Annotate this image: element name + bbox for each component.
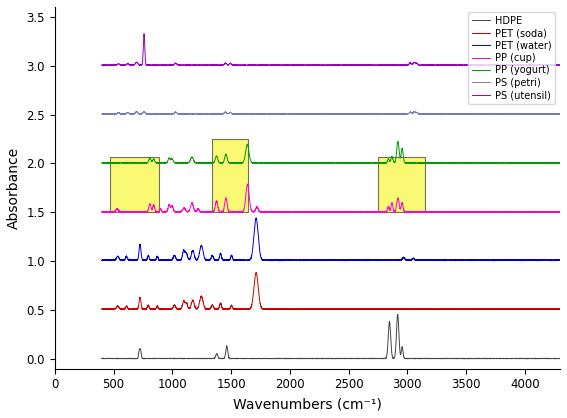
PS (utensil) <box>121 63 128 68</box>
PP (yogurt) <box>390 157 396 162</box>
Line: PS (utensil): PS (utensil) <box>102 34 560 66</box>
PET (water) <box>390 258 396 263</box>
PET (soda) <box>463 307 469 312</box>
PET (water) <box>121 257 128 262</box>
Line: PET (water): PET (water) <box>102 218 560 261</box>
Line: PS (petri): PS (petri) <box>102 112 560 115</box>
PS (utensil) <box>557 63 564 68</box>
PS (utensil) <box>390 63 396 68</box>
PS (petri) <box>146 112 153 117</box>
PS (petri) <box>390 112 396 117</box>
X-axis label: Wavenumbers (cm⁻¹): Wavenumbers (cm⁻¹) <box>233 397 382 411</box>
PS (petri) <box>411 109 418 114</box>
PP (yogurt) <box>264 160 271 165</box>
PS (petri) <box>99 112 105 117</box>
PET (soda) <box>438 306 445 311</box>
PS (petri) <box>370 112 376 117</box>
PET (soda) <box>99 306 105 311</box>
PET (water) <box>253 216 260 221</box>
PET (water) <box>557 258 564 263</box>
PS (utensil) <box>99 63 105 68</box>
Line: PET (soda): PET (soda) <box>102 273 560 310</box>
Bar <box>110 157 159 212</box>
HDPE <box>557 356 564 361</box>
PET (water) <box>99 258 105 263</box>
Line: PP (yogurt): PP (yogurt) <box>102 141 560 163</box>
PS (utensil) <box>490 63 497 68</box>
PS (petri) <box>557 112 564 117</box>
PP (cup) <box>390 205 396 210</box>
PP (cup) <box>244 182 251 187</box>
Bar <box>378 157 425 212</box>
HDPE <box>463 356 469 361</box>
HDPE <box>370 356 376 361</box>
Line: PP (cup): PP (cup) <box>102 184 560 212</box>
PET (soda) <box>370 307 376 312</box>
Bar <box>212 139 248 212</box>
PET (soda) <box>253 270 260 275</box>
PS (petri) <box>463 111 469 116</box>
PS (petri) <box>264 112 271 117</box>
PP (cup) <box>463 209 469 214</box>
Y-axis label: Absorbance: Absorbance <box>7 147 21 229</box>
PET (water) <box>264 258 271 263</box>
HDPE <box>395 312 401 317</box>
PET (water) <box>277 259 284 264</box>
HDPE <box>390 356 396 361</box>
PS (utensil) <box>370 63 376 68</box>
PP (yogurt) <box>395 139 401 144</box>
PP (yogurt) <box>557 161 564 166</box>
PP (cup) <box>557 209 564 214</box>
HDPE <box>121 356 128 361</box>
PP (yogurt) <box>141 161 147 166</box>
PET (soda) <box>121 306 128 311</box>
PP (yogurt) <box>370 161 376 166</box>
PP (cup) <box>370 209 376 214</box>
PP (cup) <box>264 209 271 214</box>
PS (petri) <box>121 111 128 116</box>
PP (cup) <box>438 209 445 214</box>
PET (water) <box>463 258 469 263</box>
HDPE <box>438 356 445 361</box>
HDPE <box>264 356 271 361</box>
PET (water) <box>438 257 445 263</box>
PP (yogurt) <box>463 161 469 166</box>
PS (petri) <box>438 111 445 116</box>
PP (yogurt) <box>99 161 105 166</box>
PP (cup) <box>121 209 128 214</box>
PS (utensil) <box>463 63 469 68</box>
PS (utensil) <box>141 31 147 36</box>
PS (utensil) <box>438 62 445 67</box>
PET (water) <box>370 257 376 263</box>
HDPE <box>314 357 320 362</box>
PP (yogurt) <box>438 161 445 166</box>
Line: HDPE: HDPE <box>102 315 560 359</box>
PP (yogurt) <box>121 161 128 166</box>
Legend: HDPE, PET (soda), PET (water), PP (cup), PP (yogurt), PS (petri), PS (utensil): HDPE, PET (soda), PET (water), PP (cup),… <box>468 12 555 104</box>
PS (utensil) <box>264 63 271 68</box>
HDPE <box>99 356 105 361</box>
PP (cup) <box>99 209 105 214</box>
PP (cup) <box>105 210 112 215</box>
PET (soda) <box>264 307 271 312</box>
PET (soda) <box>431 307 438 312</box>
PET (soda) <box>390 307 396 312</box>
PET (soda) <box>557 307 564 312</box>
